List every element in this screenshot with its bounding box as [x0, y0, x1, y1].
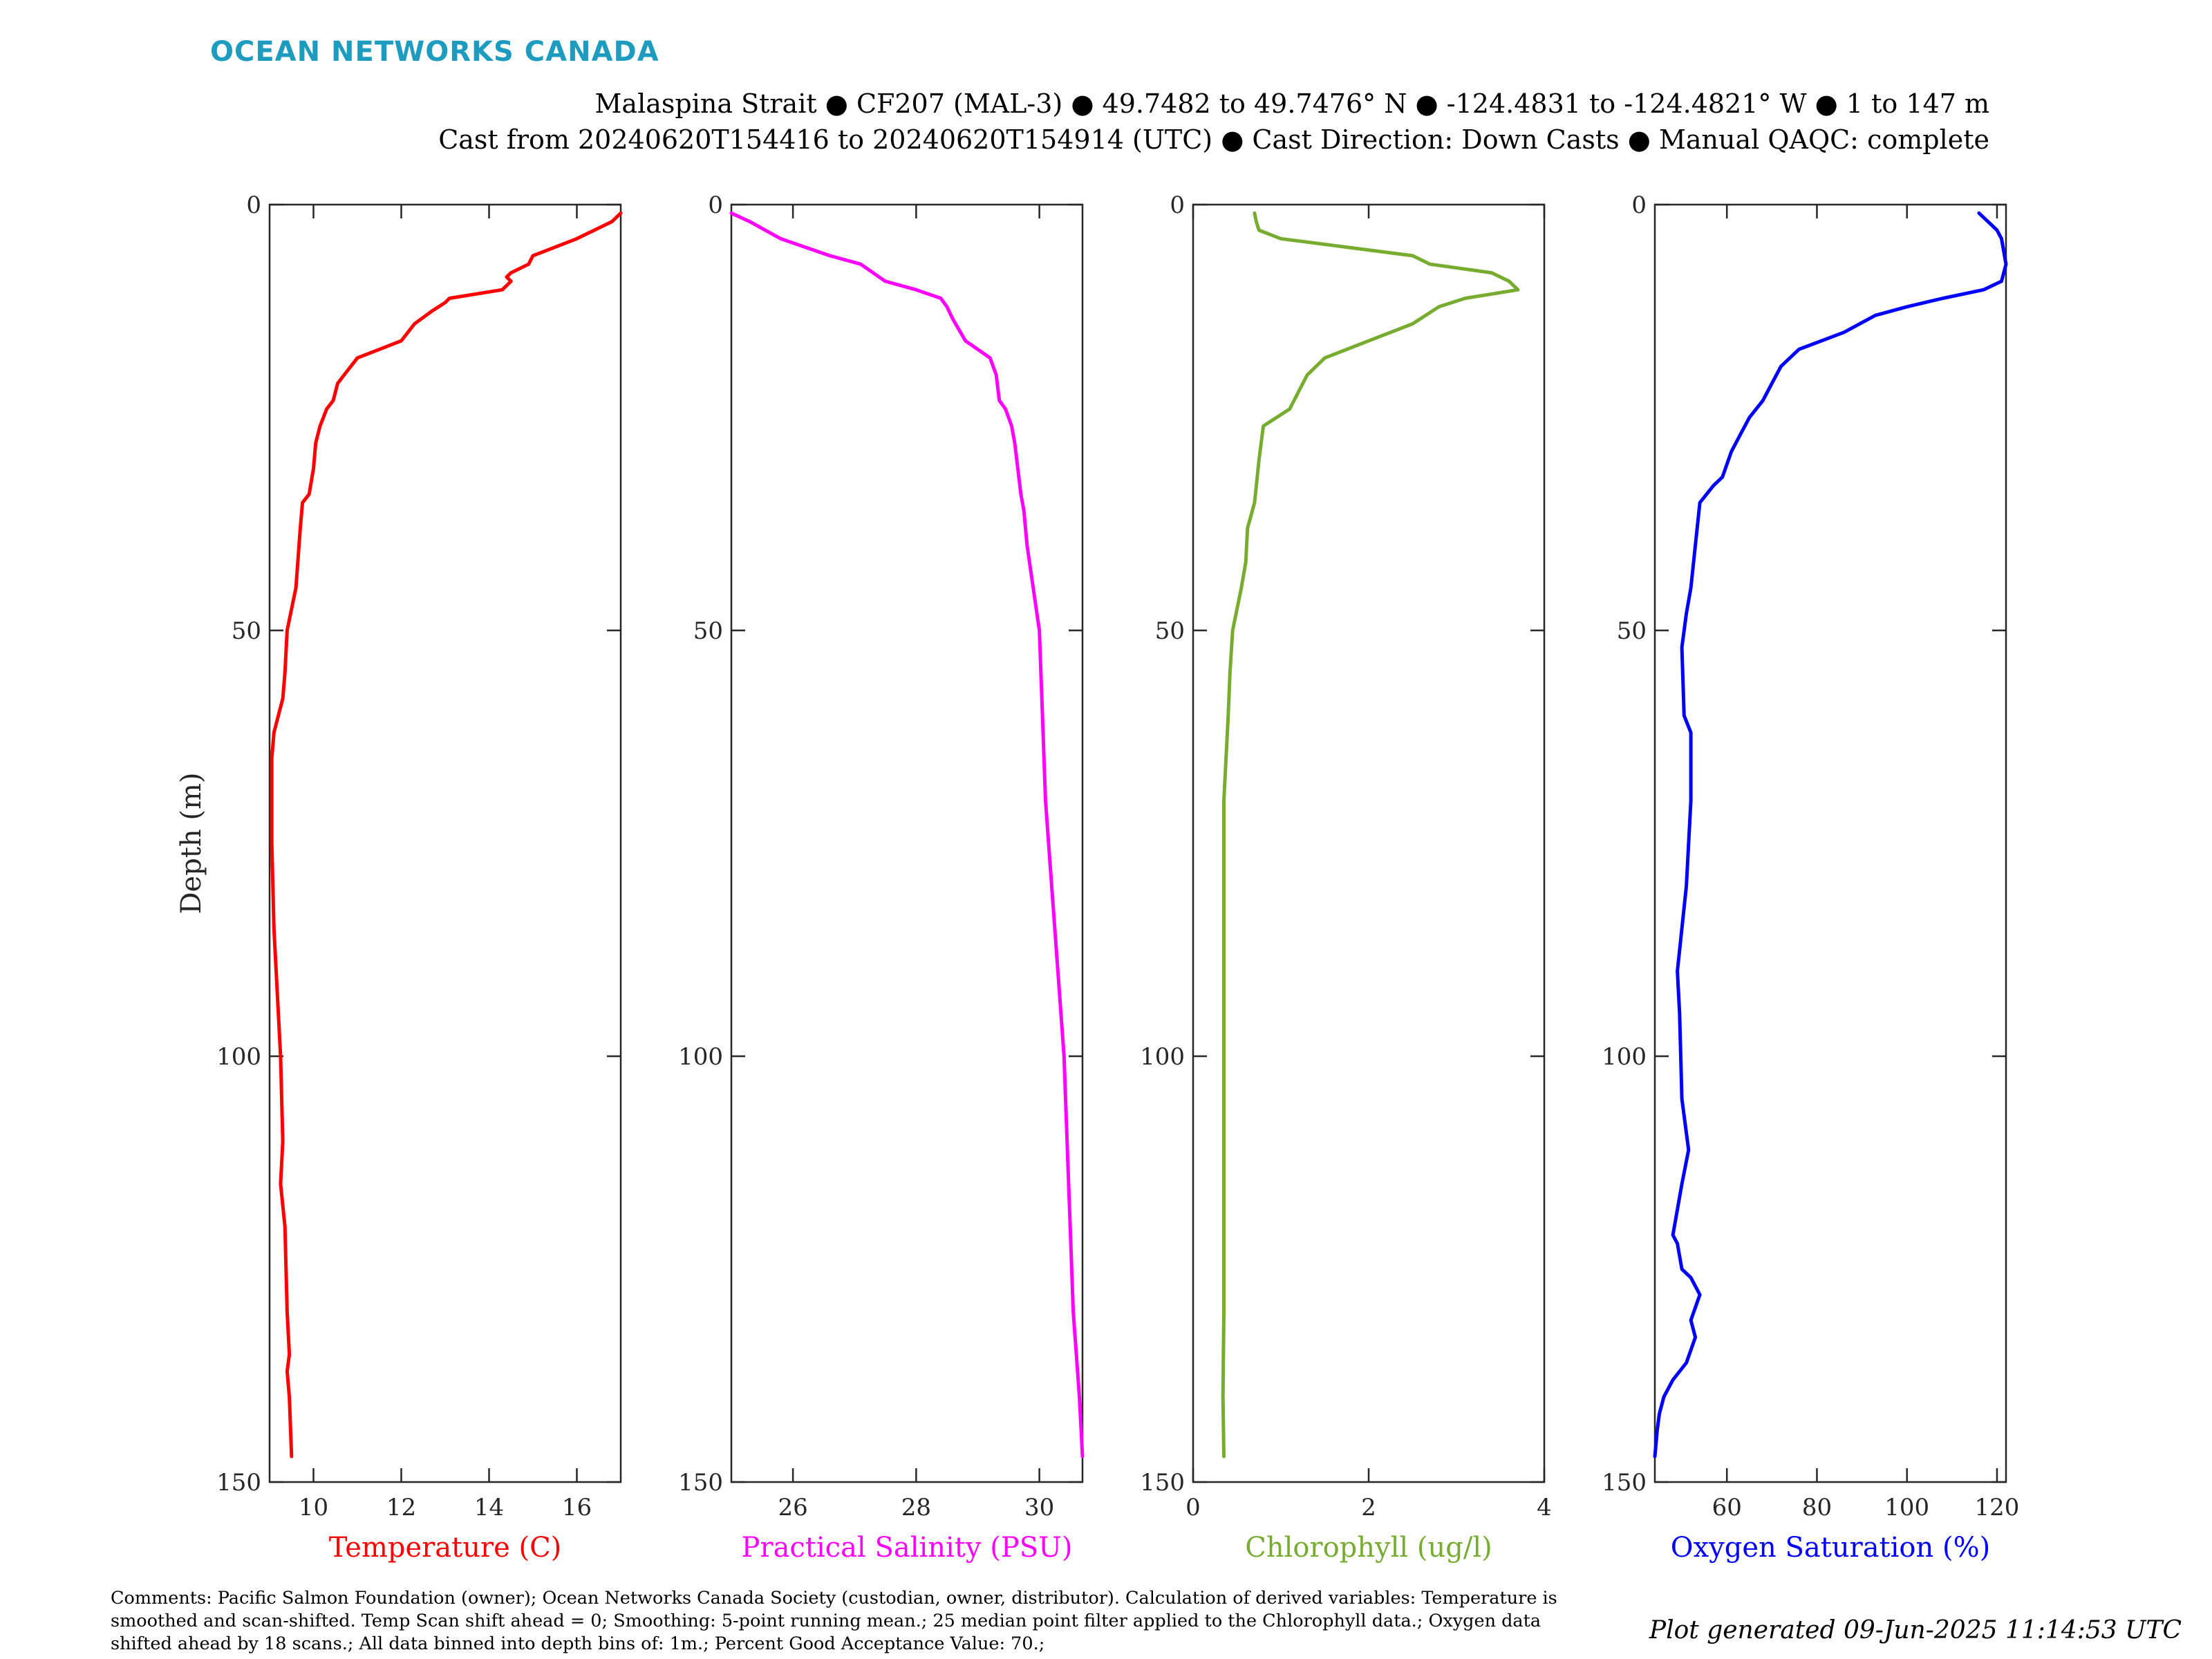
- x-tick-label: 14: [474, 1494, 504, 1521]
- x-tick-label: 100: [1884, 1494, 1929, 1521]
- x-axis-label-1: Temperature (C): [329, 1532, 562, 1564]
- x-tick-label: 4: [1537, 1494, 1552, 1521]
- axes-box-3: [1192, 203, 1546, 1483]
- series-line-2: [729, 211, 1085, 1459]
- x-tick-label: 120: [1975, 1494, 2020, 1521]
- series-line-1: [270, 211, 623, 1459]
- y-tick-label: 150: [216, 1469, 261, 1497]
- x-tick-label: 80: [1802, 1494, 1832, 1521]
- x-tick-label: 30: [1024, 1494, 1054, 1521]
- y-tick-label: 0: [1170, 191, 1185, 219]
- y-tick-label: 100: [1602, 1043, 1647, 1071]
- axes-box-2: [730, 203, 1084, 1483]
- y-tick-label: 0: [246, 191, 261, 219]
- x-tick-label: 26: [778, 1494, 807, 1521]
- series-line-4: [1653, 211, 2008, 1459]
- y-tick-label: 50: [693, 617, 723, 645]
- x-tick-label: 12: [386, 1494, 416, 1521]
- y-tick-label: 0: [708, 191, 723, 219]
- y-tick-label: 0: [1631, 191, 1647, 219]
- plot-title-line-1: Malaspina Strait ● CF207 (MAL-3) ● 49.74…: [594, 88, 1989, 119]
- y-tick-label: 50: [1617, 617, 1647, 645]
- axes-box-1: [268, 203, 622, 1483]
- x-axis-label-2: Practical Salinity (PSU): [742, 1532, 1073, 1564]
- y-tick-label: 50: [232, 617, 261, 645]
- x-axis-label-4: Oxygen Saturation (%): [1671, 1532, 1990, 1564]
- axes-box-4: [1653, 203, 2007, 1483]
- x-tick-label: 2: [1361, 1494, 1376, 1521]
- x-tick-label: 60: [1712, 1494, 1742, 1521]
- x-axis-label-3: Chlorophyll (ug/l): [1245, 1532, 1492, 1564]
- y-tick-label: 50: [1155, 617, 1185, 645]
- plot-title-line-2: Cast from 20240620T154416 to 20240620T15…: [438, 124, 1989, 155]
- brand-logo: OCEAN NETWORKS CANADA: [210, 36, 659, 68]
- series-line-3: [1221, 211, 1520, 1459]
- plot-generated-timestamp: Plot generated 09-Jun-2025 11:14:53 UTC: [1649, 1616, 2182, 1644]
- x-tick-label: 0: [1185, 1494, 1201, 1521]
- y-tick-label: 100: [216, 1043, 261, 1071]
- y-tick-label: 150: [1602, 1469, 1647, 1497]
- y-tick-label: 100: [1140, 1043, 1185, 1071]
- y-tick-label: 100: [678, 1043, 723, 1071]
- x-tick-label: 16: [562, 1494, 592, 1521]
- y-axis-label: Depth (m): [176, 772, 207, 914]
- x-tick-label: 28: [901, 1494, 931, 1521]
- y-tick-label: 150: [678, 1469, 723, 1497]
- x-tick-label: 10: [299, 1494, 328, 1521]
- comments: Comments: Pacific Salmon Foundation (own…: [111, 1588, 1557, 1654]
- y-tick-label: 150: [1140, 1469, 1185, 1497]
